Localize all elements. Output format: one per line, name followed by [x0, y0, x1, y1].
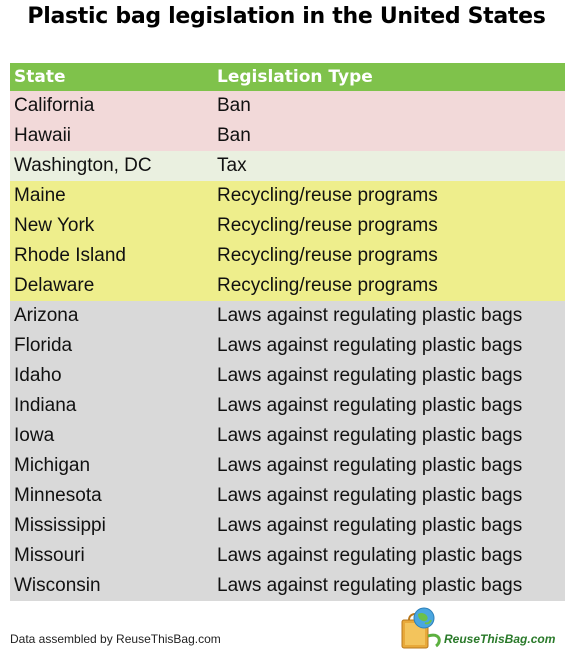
table-body: California Ban Hawaii Ban Washington, DC Tax M…: [10, 91, 565, 601]
state-cell: Hawaii: [14, 125, 72, 146]
state-cell: New York: [14, 215, 95, 236]
state-cell: Arizona: [14, 305, 79, 326]
table-row: Delaware Recycling/reuse programs: [10, 271, 565, 301]
state-cell: Minnesota: [14, 485, 102, 506]
state-cell: Iowa: [14, 425, 55, 446]
table-header-row: State Legislation Type: [10, 63, 565, 91]
table-row: Missouri Laws against regulating plastic …: [10, 541, 565, 571]
table-row: New York Recycling/reuse programs: [10, 211, 565, 241]
table-row: California Ban: [10, 91, 565, 121]
legislation-type-cell: Laws against regulating plastic bags: [217, 335, 523, 356]
state-cell: Idaho: [14, 365, 62, 386]
table-row: Rhode Island Recycling/reuse programs: [10, 241, 565, 271]
legislation-type-cell: Ban: [217, 125, 251, 146]
legislation-type-cell: Laws against regulating plastic bags: [217, 365, 523, 386]
state-cell: Mississippi: [14, 515, 106, 536]
table-row: Indiana Laws against regulating plastic b…: [10, 391, 565, 421]
state-cell: Indiana: [14, 395, 77, 416]
table-row: Arizona Laws against regulating plastic b…: [10, 301, 565, 331]
table-row: Michigan Laws against regulating plastic …: [10, 451, 565, 481]
legislation-type-cell: Laws against regulating plastic bags: [217, 515, 523, 536]
legislation-type-cell: Laws against regulating plastic bags: [217, 395, 523, 416]
state-cell: Missouri: [14, 545, 85, 566]
legislation-type-cell: Laws against regulating plastic bags: [217, 485, 523, 506]
table-row: Iowa Laws against regulating plastic bags: [10, 421, 565, 451]
legislation-table: State Legislation Type California Ban Hawa…: [10, 63, 565, 601]
state-cell: California: [14, 95, 95, 116]
legislation-type-cell: Laws against regulating plastic bags: [217, 425, 523, 446]
state-cell: Delaware: [14, 275, 95, 296]
globe-bag-logo-icon: [401, 607, 441, 649]
state-cell: Rhode Island: [14, 245, 126, 266]
table-row: Minnesota Laws against regulating plastic…: [10, 481, 565, 511]
legislation-type-cell: Recycling/reuse programs: [217, 215, 438, 236]
logo-text: ReuseThisBag.com: [444, 632, 556, 646]
state-cell: Maine: [14, 185, 66, 206]
legislation-type-cell: Tax: [217, 155, 247, 176]
state-cell: Wisconsin: [14, 575, 101, 596]
page-title: Plastic bag legislation in the United St…: [27, 4, 546, 29]
table-row: Maine Recycling/reuse programs: [10, 181, 565, 211]
legislation-type-cell: Ban: [217, 95, 251, 116]
legislation-type-cell: Laws against regulating plastic bags: [217, 305, 523, 326]
data-credit: Data assembled by ReuseThisBag.com: [10, 632, 221, 646]
state-cell: Michigan: [14, 455, 91, 476]
table-row: Mississippi Laws against regulating plast…: [10, 511, 565, 541]
legislation-type-cell: Laws against regulating plastic bags: [217, 455, 523, 476]
table-row: Wisconsin Laws against regulating plastic…: [10, 571, 565, 601]
legislation-type-cell: Laws against regulating plastic bags: [217, 575, 523, 596]
legislation-type-cell: Recycling/reuse programs: [217, 245, 438, 266]
state-cell: Florida: [14, 335, 73, 356]
table-row: Idaho Laws against regulating plastic bag…: [10, 361, 565, 391]
header-state: State: [14, 67, 66, 87]
legislation-type-cell: Laws against regulating plastic bags: [217, 545, 523, 566]
table-row: Washington, DC Tax: [10, 151, 565, 181]
table-row: Hawaii Ban: [10, 121, 565, 151]
legislation-type-cell: Recycling/reuse programs: [217, 275, 438, 296]
header-legislation-type: Legislation Type: [217, 67, 373, 87]
state-cell: Washington, DC: [14, 155, 152, 176]
legislation-type-cell: Recycling/reuse programs: [217, 185, 438, 206]
table-row: Florida Laws against regulating plastic b…: [10, 331, 565, 361]
